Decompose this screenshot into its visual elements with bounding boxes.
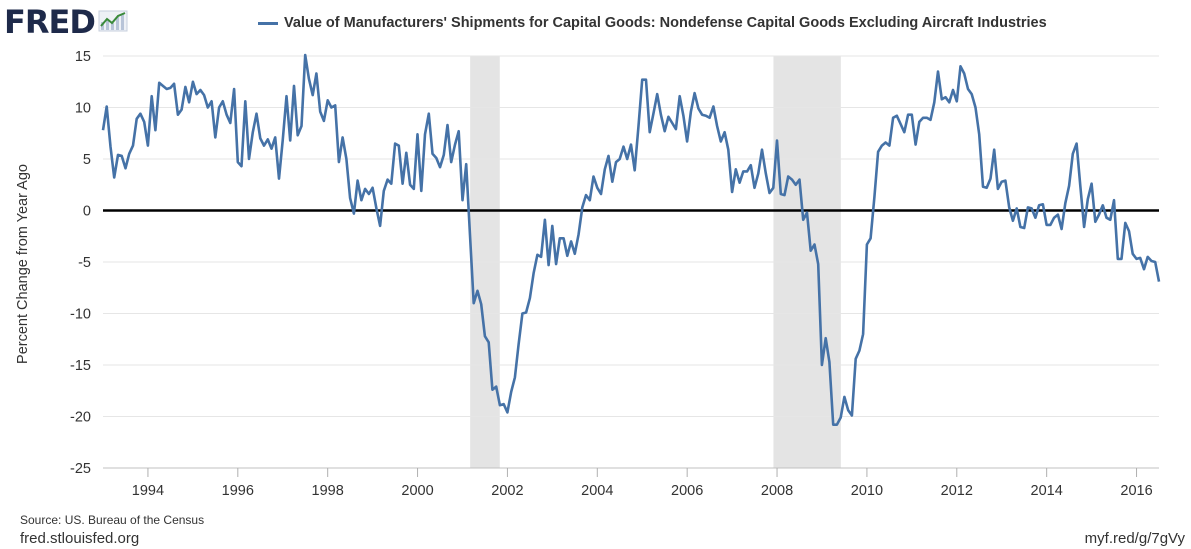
y-tick-label: 10 [75,101,91,117]
y-tick-label: -5 [78,255,91,271]
y-axis-label: Percent Change from Year Ago [15,164,31,364]
x-tick-label: 2006 [671,483,703,499]
x-tick-label: 2004 [581,483,613,499]
y-tick-label: 5 [83,152,91,168]
y-tick-label: 15 [75,49,91,65]
logo-text: FRED [4,3,96,41]
legend-swatch [258,21,278,25]
x-tick-label: 1996 [222,483,254,499]
trend-line-icon [98,10,128,32]
x-tick-label: 2008 [761,483,793,499]
x-tick-label: 2016 [1120,483,1152,499]
legend-series-label: Value of Manufacturers' Shipments for Ca… [284,15,1047,31]
source-note: Source: US. Bureau of the Census [20,513,205,527]
x-axis-ticks: 1994 1996 1998 2000 2002 2004 2006 2008 2010 2012… [132,468,1153,499]
fred-logo[interactable]: FRED [4,2,128,42]
x-tick-label: 1998 [312,483,344,499]
y-tick-label: -15 [70,358,91,374]
short-link[interactable]: myf.red/g/7gVy [1084,530,1185,547]
y-tick-label: -20 [70,410,91,426]
x-tick-label: 1994 [132,483,164,499]
x-tick-label: 2012 [941,483,973,499]
series-line [101,53,1161,427]
x-tick-label: 2014 [1031,483,1063,499]
y-tick-label: -10 [70,307,91,323]
site-link[interactable]: fred.stlouisfed.org [20,530,140,547]
y-tick-label: 0 [83,204,91,220]
y-axis-ticks: -25 -20 -15 -10 -5 0 5 10 15 [70,49,91,477]
x-tick-label: 2002 [491,483,523,499]
y-gridlines [103,55,1159,469]
y-tick-label: -25 [70,461,91,477]
x-tick-label: 2000 [401,483,433,499]
x-tick-label: 2010 [851,483,883,499]
chart-legend[interactable]: Value of Manufacturers' Shipments for Ca… [258,14,1047,32]
